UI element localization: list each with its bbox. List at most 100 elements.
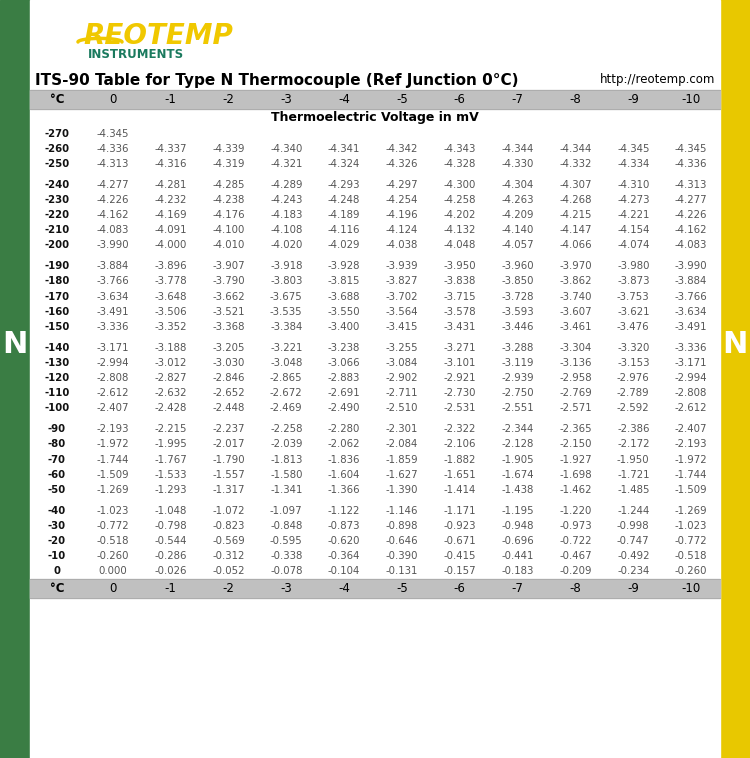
Text: -0.873: -0.873 (328, 521, 360, 531)
Text: -3.675: -3.675 (270, 292, 303, 302)
Text: -90: -90 (48, 424, 66, 434)
Text: -170: -170 (44, 292, 70, 302)
Text: -40: -40 (48, 506, 66, 515)
Text: -2.510: -2.510 (386, 403, 418, 414)
Text: -1.366: -1.366 (328, 485, 361, 495)
Text: -0.569: -0.569 (212, 536, 244, 546)
Text: -4.345: -4.345 (617, 144, 650, 154)
Text: -0.390: -0.390 (386, 551, 418, 562)
Text: -2.711: -2.711 (386, 388, 418, 398)
Text: -1.627: -1.627 (386, 470, 418, 480)
Text: -1.122: -1.122 (328, 506, 360, 515)
Text: -1.721: -1.721 (617, 470, 650, 480)
Text: -4.313: -4.313 (675, 180, 707, 190)
Text: Thermoelectric Voltage in mV: Thermoelectric Voltage in mV (272, 111, 478, 124)
Text: -4.147: -4.147 (560, 225, 592, 235)
Text: -3.368: -3.368 (212, 322, 244, 332)
Text: -1.950: -1.950 (617, 455, 650, 465)
Text: -3.221: -3.221 (270, 343, 302, 352)
Text: -3.461: -3.461 (560, 322, 592, 332)
Text: -3.648: -3.648 (154, 292, 187, 302)
Text: -1.790: -1.790 (212, 455, 244, 465)
Text: -0.772: -0.772 (675, 536, 707, 546)
Text: -3.491: -3.491 (97, 307, 129, 317)
Text: -0.595: -0.595 (270, 536, 303, 546)
Text: -1.146: -1.146 (386, 506, 418, 515)
Text: -4.254: -4.254 (386, 195, 418, 205)
Text: -2.994: -2.994 (97, 358, 129, 368)
Text: -0.823: -0.823 (212, 521, 244, 531)
Text: -3.400: -3.400 (328, 322, 360, 332)
Text: -1.509: -1.509 (97, 470, 129, 480)
Text: -3.352: -3.352 (154, 322, 187, 332)
Text: -3.101: -3.101 (443, 358, 476, 368)
Text: -0.026: -0.026 (154, 566, 187, 577)
Text: -0.973: -0.973 (559, 521, 592, 531)
Text: N: N (722, 330, 748, 359)
Text: -2.193: -2.193 (675, 440, 707, 449)
Text: -6: -6 (454, 582, 466, 595)
Text: -4.215: -4.215 (560, 210, 592, 220)
Text: -2.612: -2.612 (97, 388, 129, 398)
Text: -2.652: -2.652 (212, 388, 244, 398)
Text: -4.300: -4.300 (443, 180, 476, 190)
Text: -1.293: -1.293 (154, 485, 187, 495)
Text: -2.407: -2.407 (97, 403, 129, 414)
Text: -3.803: -3.803 (270, 277, 302, 287)
Text: -2.808: -2.808 (675, 388, 707, 398)
Text: -0.722: -0.722 (560, 536, 592, 546)
Text: -1.859: -1.859 (386, 455, 418, 465)
Text: -0.364: -0.364 (328, 551, 360, 562)
Text: -4.307: -4.307 (560, 180, 592, 190)
Text: -3.838: -3.838 (443, 277, 476, 287)
Text: -3.084: -3.084 (386, 358, 418, 368)
Text: -0.234: -0.234 (617, 566, 650, 577)
Text: -3.593: -3.593 (501, 307, 534, 317)
Text: -4.132: -4.132 (443, 225, 476, 235)
Text: -0.467: -0.467 (559, 551, 592, 562)
Text: -4.345: -4.345 (675, 144, 707, 154)
Text: -0.286: -0.286 (154, 551, 187, 562)
Text: -3.939: -3.939 (386, 262, 418, 271)
Text: -4.083: -4.083 (675, 240, 707, 250)
Text: -3.030: -3.030 (212, 358, 244, 368)
Text: -2.827: -2.827 (154, 373, 187, 383)
Text: -10: -10 (682, 93, 700, 106)
Text: -2: -2 (223, 93, 234, 106)
Text: -4.330: -4.330 (502, 159, 534, 169)
Text: 0: 0 (109, 93, 116, 106)
Text: -4.162: -4.162 (97, 210, 129, 220)
Text: N: N (2, 330, 28, 359)
Text: -1.557: -1.557 (212, 470, 244, 480)
Text: -0.948: -0.948 (501, 521, 534, 531)
Text: -3.238: -3.238 (328, 343, 360, 352)
Text: -4.176: -4.176 (212, 210, 244, 220)
Text: -2.280: -2.280 (328, 424, 360, 434)
Text: -2.958: -2.958 (559, 373, 592, 383)
Text: -8: -8 (569, 93, 581, 106)
Text: -2.150: -2.150 (560, 440, 592, 449)
Text: -3.136: -3.136 (560, 358, 592, 368)
Text: -1.972: -1.972 (97, 440, 129, 449)
Text: -4.326: -4.326 (386, 159, 418, 169)
Text: -2: -2 (223, 582, 234, 595)
Text: -1.244: -1.244 (617, 506, 650, 515)
Text: -4.029: -4.029 (328, 240, 360, 250)
Text: -1.580: -1.580 (270, 470, 302, 480)
Text: -3.550: -3.550 (328, 307, 361, 317)
Text: -4.108: -4.108 (270, 225, 302, 235)
Text: -2.344: -2.344 (502, 424, 534, 434)
Text: REOTEMP: REOTEMP (83, 22, 232, 50)
Text: -4.344: -4.344 (560, 144, 592, 154)
Text: -3.884: -3.884 (675, 277, 707, 287)
Text: -3.012: -3.012 (154, 358, 187, 368)
Text: -4.324: -4.324 (328, 159, 360, 169)
Text: -3.506: -3.506 (154, 307, 187, 317)
Text: -2.490: -2.490 (328, 403, 360, 414)
Bar (720, 0, 750, 758)
Text: -1.269: -1.269 (97, 485, 129, 495)
Text: -4.048: -4.048 (443, 240, 476, 250)
Text: -3.336: -3.336 (675, 343, 707, 352)
Text: -10: -10 (48, 551, 66, 562)
Text: -4.140: -4.140 (502, 225, 534, 235)
